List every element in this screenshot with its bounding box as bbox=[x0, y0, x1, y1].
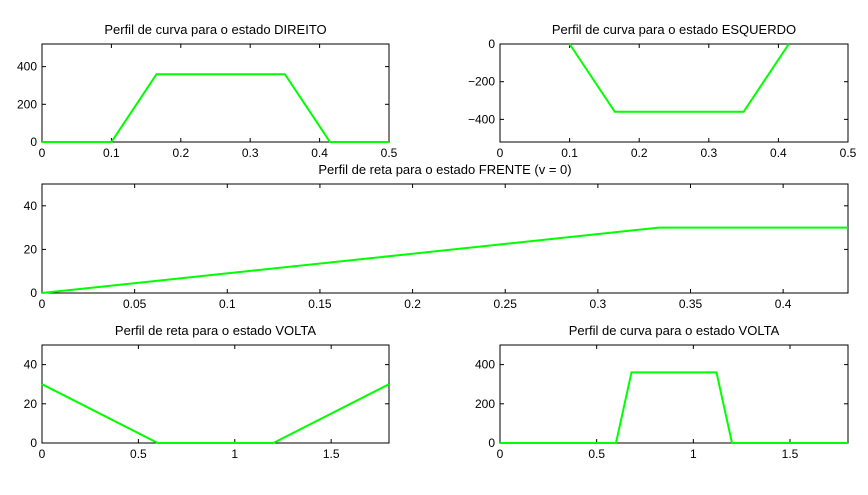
x-tick-label: 0 bbox=[497, 447, 504, 461]
x-tick-label: 0.4 bbox=[775, 297, 792, 311]
y-tick-label: 200 bbox=[17, 97, 37, 111]
x-tick-label: 0 bbox=[39, 297, 46, 311]
y-tick-label: 200 bbox=[475, 397, 495, 411]
x-tick-label: 0.25 bbox=[494, 297, 518, 311]
chart-panel-1: Perfil de curva para o estado DIREITO 0 0.… bbox=[17, 22, 398, 160]
y-tick-label: 0 bbox=[30, 436, 37, 450]
x-tick-label: 0.1 bbox=[219, 297, 236, 311]
x-tick-label: 0.5 bbox=[381, 146, 398, 160]
y-tick-label: 400 bbox=[17, 60, 37, 74]
series-line bbox=[41, 383, 390, 444]
axes-box bbox=[499, 43, 849, 143]
chart-panel-3: Perfil de reta para o estado FRENTE (v =… bbox=[24, 162, 849, 311]
x-tick-label: 0.5 bbox=[840, 146, 857, 160]
y-tick-label: 20 bbox=[24, 242, 38, 256]
series-line bbox=[568, 43, 790, 113]
chart-title: Perfil de curva para o estado DIREITO bbox=[104, 22, 326, 37]
axes-box bbox=[41, 183, 849, 294]
x-tick-label: 0.3 bbox=[590, 297, 607, 311]
y-tick-label: −400 bbox=[468, 112, 495, 126]
x-tick-label: 0.2 bbox=[631, 146, 648, 160]
x-tick-label: 0.05 bbox=[123, 297, 147, 311]
chart-title: Perfil de reta para o estado VOLTA bbox=[115, 323, 316, 338]
x-tick-label: 1.5 bbox=[782, 447, 799, 461]
chart-panel-5: Perfil de curva para o estado VOLTA 0 0.5 1… bbox=[475, 323, 849, 461]
x-tick-label: 0 bbox=[497, 146, 504, 160]
y-tick-label: 0 bbox=[30, 286, 37, 300]
x-tick-label: 0.35 bbox=[679, 297, 703, 311]
x-tick-label: 0.15 bbox=[308, 297, 332, 311]
x-tick-label: 0.2 bbox=[172, 146, 189, 160]
x-tick-label: 0.4 bbox=[770, 146, 787, 160]
y-tick-label: 0 bbox=[488, 37, 495, 51]
chart-title: Perfil de reta para o estado FRENTE (v =… bbox=[318, 162, 571, 177]
x-tick-label: 0 bbox=[39, 146, 46, 160]
series-line bbox=[42, 73, 389, 143]
chart-panel-4: Perfil de reta para o estado VOLTA 0 0.5 1 1… bbox=[24, 323, 390, 461]
x-tick-label: 0.1 bbox=[561, 146, 578, 160]
axes-box bbox=[499, 344, 849, 444]
y-tick-label: 40 bbox=[24, 358, 38, 372]
x-tick-label: 0.3 bbox=[700, 146, 717, 160]
axes-box bbox=[41, 43, 390, 143]
x-tick-label: 0 bbox=[39, 447, 46, 461]
x-tick-label: 0.1 bbox=[103, 146, 120, 160]
x-tick-label: 1 bbox=[231, 447, 238, 461]
chart-panel-2: Perfil de curva para o estado ESQUERDO 0 0… bbox=[468, 22, 857, 160]
x-tick-label: 0.4 bbox=[311, 146, 328, 160]
x-tick-label: 0.5 bbox=[588, 447, 605, 461]
y-tick-label: 0 bbox=[30, 135, 37, 149]
y-tick-label: 40 bbox=[24, 199, 38, 213]
x-tick-label: 1.5 bbox=[323, 447, 340, 461]
series-line bbox=[500, 371, 848, 444]
chart-title: Perfil de curva para o estado VOLTA bbox=[569, 323, 780, 338]
x-tick-label: 0.3 bbox=[242, 146, 259, 160]
y-tick-label: −200 bbox=[468, 75, 495, 89]
x-tick-label: 0.5 bbox=[130, 447, 147, 461]
axes-box bbox=[41, 344, 390, 444]
y-tick-label: 0 bbox=[488, 436, 495, 450]
x-tick-label: 1 bbox=[690, 447, 697, 461]
y-tick-label: 20 bbox=[24, 397, 38, 411]
y-tick-label: 400 bbox=[475, 358, 495, 372]
x-tick-label: 0.2 bbox=[404, 297, 421, 311]
chart-title: Perfil de curva para o estado ESQUERDO bbox=[552, 22, 796, 37]
